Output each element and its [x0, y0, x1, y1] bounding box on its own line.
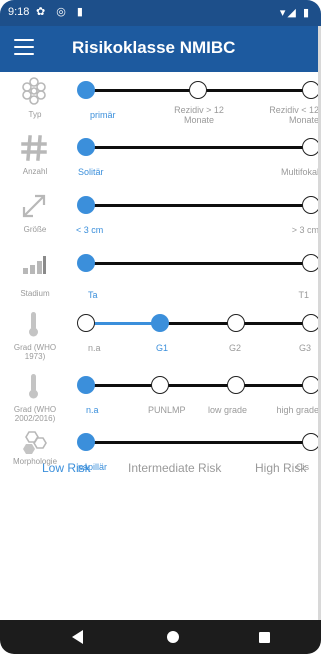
hamburger-icon[interactable]	[14, 39, 34, 57]
row-label-grosse: Größe	[23, 225, 47, 234]
option-label: Cis	[296, 462, 309, 472]
hash-icon	[21, 135, 47, 161]
page-title: Risikoklasse NMIBC	[72, 38, 236, 57]
screen-edge	[318, 26, 321, 620]
option-label: Multifokal	[280, 167, 319, 177]
slider-stadium[interactable]	[0, 247, 321, 277]
option-label: > 3 cm	[291, 225, 319, 235]
app-bar: Risikoklasse NMIBC	[0, 26, 321, 72]
status-right-icons: ▾◢ ▮	[279, 7, 311, 19]
hexagon-cells-icon	[23, 431, 47, 454]
row-label-typ: Typ	[28, 110, 42, 119]
option-label: T1	[298, 290, 309, 300]
option-label: Rezidiv > 12 Monate	[174, 105, 224, 125]
slider-track	[86, 204, 312, 207]
option-label: Rezidiv < 12 Monate	[269, 105, 319, 125]
slider-track	[86, 146, 312, 149]
slider-stop-papillar[interactable]	[77, 433, 95, 451]
row-label-stadium: Stadium	[20, 289, 50, 298]
slider-stop-punlmp[interactable]	[151, 376, 169, 394]
status-left-icons: ✿ ◎ ▮	[36, 6, 87, 18]
option-label: papillär	[78, 462, 108, 472]
slider-stop-na[interactable]	[77, 314, 95, 332]
option-label: n.a	[88, 343, 101, 353]
row-label-anzahl: Anzahl	[22, 167, 48, 176]
thermometer-icon	[29, 374, 38, 399]
option-label: n.a	[86, 405, 99, 415]
slider-stop-lt-3cm[interactable]	[77, 196, 95, 214]
slider-grad-2002[interactable]	[0, 369, 321, 399]
option-label: < 3 cm	[76, 225, 104, 235]
slider-stop-ta[interactable]	[77, 254, 95, 272]
molecule-icon	[22, 77, 46, 105]
slider-stop-rezidiv-gt-12[interactable]	[189, 81, 207, 99]
row-anzahl: Anzahl Solitär Multifokal	[0, 131, 321, 189]
back-triangle-icon[interactable]	[72, 630, 83, 644]
slider-stop-g2[interactable]	[227, 314, 245, 332]
row-label-grad-2002: Grad (WHO 2002/2016)	[13, 405, 57, 423]
risk-high: High Risk	[255, 461, 307, 475]
risk-low: Low Risk	[42, 461, 91, 475]
slider-track	[86, 441, 312, 444]
slider-grad-1973[interactable]	[0, 307, 321, 337]
risk-result: Low Risk Intermediate Risk High Risk	[0, 461, 321, 481]
slider-anzahl[interactable]	[0, 131, 321, 161]
status-time: 9:18	[8, 6, 30, 18]
slider-stop-low-grade[interactable]	[227, 376, 245, 394]
option-label: primär	[90, 110, 116, 120]
row-grad-who-2002: Grad (WHO 2002/2016) n.a PUNLMP low grad…	[0, 369, 321, 427]
slider-stop-g1[interactable]	[151, 314, 169, 332]
home-circle-icon[interactable]	[167, 631, 179, 643]
slider-stop-na[interactable]	[77, 376, 95, 394]
row-morphologie: Morphologie papillär Cis	[0, 426, 321, 484]
option-label: PUNLMP	[148, 405, 186, 415]
option-label: high grade	[276, 405, 319, 415]
bar-steps-icon	[23, 256, 46, 274]
thermometer-icon	[29, 312, 38, 337]
slider-track-active	[86, 322, 164, 325]
slider-stop-solitar[interactable]	[77, 138, 95, 156]
slider-track	[86, 322, 312, 325]
row-stadium: Stadium Ta T1	[0, 247, 321, 305]
option-label: Solitär	[78, 167, 104, 177]
row-typ: Typ primär Rezidiv > 12 Monate Rezidiv <…	[0, 74, 321, 132]
slider-typ[interactable]	[0, 74, 321, 104]
risk-intermediate: Intermediate Risk	[128, 461, 222, 475]
slider-morphologie[interactable]	[0, 426, 321, 456]
option-label: low grade	[208, 405, 248, 415]
option-label: G1	[156, 343, 169, 353]
diagonal-arrow-icon	[22, 194, 46, 218]
slider-track	[86, 384, 312, 387]
option-label: G2	[229, 343, 242, 353]
slider-track	[86, 262, 312, 265]
option-label: G3	[298, 343, 311, 353]
recents-square-icon[interactable]	[259, 632, 270, 643]
slider-grosse[interactable]	[0, 189, 321, 219]
row-label-morphologie: Morphologie	[12, 457, 58, 466]
option-label: Ta	[88, 290, 98, 300]
row-grosse: Größe < 3 cm > 3 cm	[0, 189, 321, 247]
slider-stop-primar[interactable]	[77, 81, 95, 99]
row-label-grad-1973: Grad (WHO 1973)	[13, 343, 57, 361]
row-grad-who-1973: Grad (WHO 1973) n.a G1 G2 G3	[0, 307, 321, 365]
status-bar: 9:18 ✿ ◎ ▮ ▾◢ ▮	[0, 0, 321, 26]
android-nav-bar	[0, 620, 321, 654]
risk-calculator: Typ primär Rezidiv > 12 Monate Rezidiv <…	[0, 72, 321, 620]
